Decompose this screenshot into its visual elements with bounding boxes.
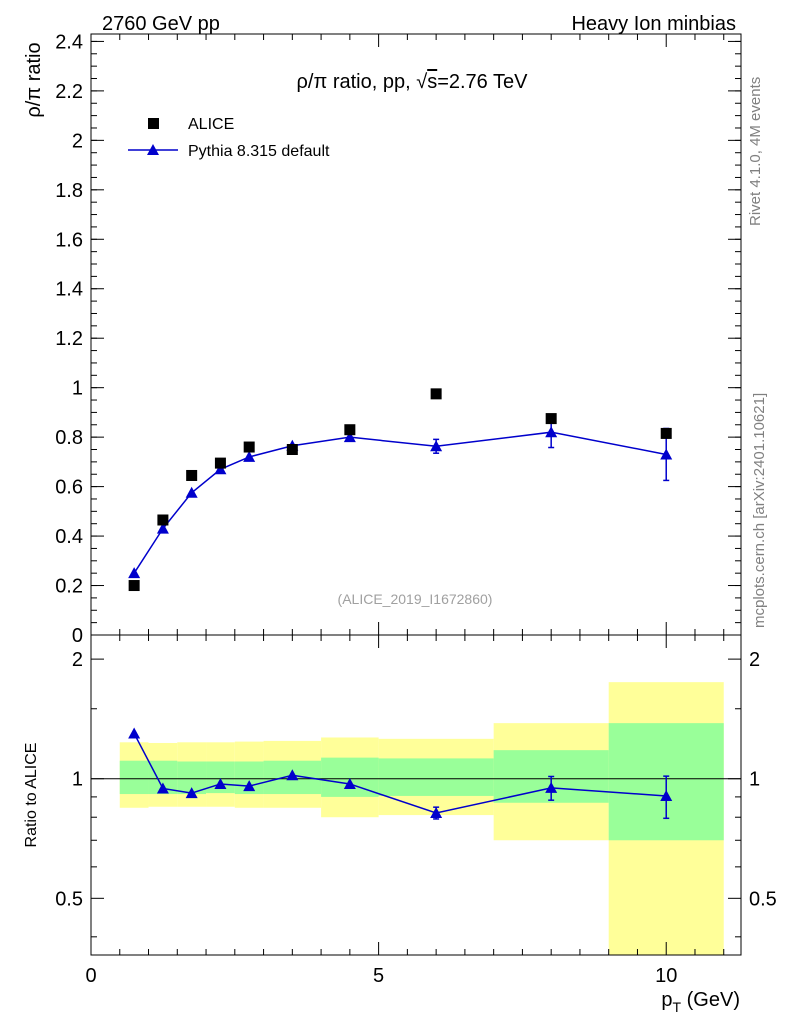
legend-alice-marker	[148, 118, 159, 129]
main-y-tick-label: 2.2	[55, 81, 83, 103]
header-right: Heavy Ion minbias	[571, 13, 736, 35]
ratio-band-inner	[119, 760, 149, 795]
alice-point	[186, 469, 198, 481]
ratio-y-tick-label: 0.5	[55, 888, 83, 910]
mcplots-label: mcplots.cern.ch [arXiv:2401.10621]	[751, 393, 768, 628]
pythia-point	[430, 440, 443, 452]
pythia-point	[185, 486, 198, 498]
alice-point	[214, 457, 226, 469]
x-axis-label: pT (GeV)	[661, 989, 740, 1015]
ratio-pythia-point	[660, 789, 673, 801]
ratio-pythia-point	[286, 769, 299, 781]
main-y-tick-label: 1.8	[55, 180, 83, 202]
pythia-point	[545, 426, 558, 438]
pythia-line	[133, 431, 667, 574]
alice-point	[157, 514, 169, 526]
alice-point	[545, 413, 557, 425]
ratio-pythia-point	[128, 727, 141, 739]
ratio-pythia-line	[133, 733, 667, 814]
main-y-tick-label: 1.6	[55, 229, 83, 251]
ratio-band-inner	[378, 758, 494, 796]
main-y-tick-label: 1.4	[55, 279, 83, 301]
ratio-y-tick-label: 2	[72, 649, 83, 671]
main-title-sqrt: √	[416, 71, 427, 93]
pythia-point	[156, 522, 169, 534]
ratio-y-tick-label-right: 2	[749, 649, 760, 671]
ratio-panel: Ratio to ALICE pT (GeV) 0.5 0.5 1 1 2 2 0 5 10	[23, 634, 777, 1015]
main-y-axis-label: ρ/π ratio	[23, 42, 45, 117]
main-y-tick-label: 1	[72, 378, 83, 400]
ratio-pythia-point	[343, 777, 356, 789]
ratio-pythia-point	[243, 780, 256, 792]
x-tick-label: 5	[373, 965, 384, 987]
header-left: 2760 GeV pp	[102, 13, 220, 35]
x-axis-label-main: p	[661, 989, 672, 1011]
x-tick-label: 0	[85, 965, 96, 987]
main-y-tick-label: 0.4	[55, 526, 83, 548]
main-y-tick-label: 0	[72, 625, 83, 647]
x-axis-label-unit: (GeV)	[681, 989, 740, 1011]
main-y-tick-label: 1.2	[55, 328, 83, 350]
x-tick-label: 10	[655, 965, 677, 987]
pythia-point	[128, 567, 141, 579]
alice-point	[286, 444, 298, 456]
legend-alice-label: ALICE	[188, 116, 234, 133]
pythia-point	[343, 431, 356, 443]
ratio-pythia-point	[545, 781, 558, 793]
x-axis-label-sub: T	[673, 999, 682, 1015]
main-y-tick-label: 2.4	[55, 31, 83, 53]
analysis-watermark: (ALICE_2019_I1672860)	[338, 591, 493, 607]
legend: ALICE Pythia 8.315 default	[128, 116, 330, 160]
ratio-y-axis-label: Ratio to ALICE	[23, 743, 40, 848]
ratio-pythia-point	[156, 782, 169, 794]
rivet-version-label: Rivet 4.1.0, 4M events	[747, 77, 764, 226]
main-title: ρ/π ratio, pp, √s=2.76 TeV	[297, 71, 529, 93]
main-y-tick-label: 2	[72, 130, 83, 152]
main-y-tick-label: 0.2	[55, 576, 83, 598]
pythia-point	[660, 448, 673, 460]
main-panel: ρ/π ratio, pp, √s=2.76 TeV ρ/π ratio (AL…	[23, 31, 742, 647]
alice-point	[660, 427, 672, 439]
main-y-tick-label: 0.8	[55, 427, 83, 449]
alice-point	[128, 580, 140, 592]
main-y-tick-label: 0.6	[55, 477, 83, 499]
pythia-point	[214, 463, 227, 475]
alice-point	[344, 424, 356, 436]
alice-point	[430, 388, 442, 400]
ratio-plot-frame	[90, 634, 742, 956]
ratio-y-tick-label-right: 0.5	[749, 888, 777, 910]
ratio-pythia-point	[214, 777, 227, 789]
ratio-y-tick-label-right: 1	[749, 769, 760, 791]
pythia-point	[243, 450, 256, 462]
alice-point	[243, 441, 255, 453]
main-title-suffix: =2.76 TeV	[437, 71, 528, 93]
ratio-pythia-point	[185, 787, 198, 799]
ratio-y-tick-label: 1	[72, 769, 83, 791]
main-title-prefix: ρ/π ratio, pp,	[297, 71, 417, 93]
legend-pythia-marker	[147, 144, 159, 155]
main-title-s: s	[427, 71, 437, 93]
legend-pythia-label: Pythia 8.315 default	[188, 143, 330, 160]
ratio-pythia-point	[430, 806, 443, 818]
